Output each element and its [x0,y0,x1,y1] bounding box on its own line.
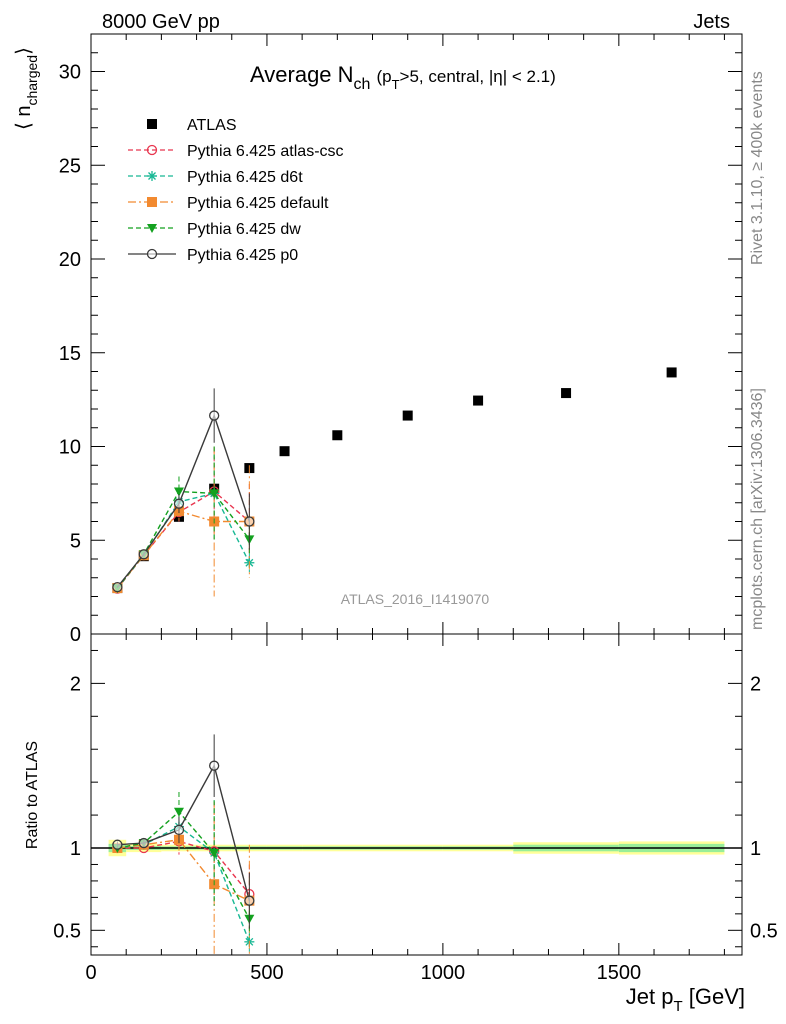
ratio-y-tick-label: 2 [70,673,81,695]
legend-label: Pythia 6.425 d6t [187,169,303,186]
ratio-panel: 0 500 1000 1500 0.5 0.5 1 1 2 2 [53,34,778,984]
legend-entry: Pythia 6.425 dw [128,221,301,238]
ratio-y-axis-label: Ratio to ATLAS [24,741,41,849]
y-tick-label: 10 [59,437,81,459]
data-point [332,430,343,441]
analysis-watermark: ATLAS_2016_I1419070 [341,591,490,607]
data-point [244,516,255,527]
x-tick-label: 1500 [597,962,642,984]
legend-marker [146,144,158,156]
data-point [173,487,184,497]
x-tick-label: 500 [250,962,283,984]
ratio-series-pythia-6-425-dw [112,792,255,936]
main-panel: 0 5 10 15 20 25 30 [59,33,743,646]
header-left: 8000 GeV pp [102,11,220,33]
legend-marker [147,224,157,233]
x-tick-label: 0 [85,962,96,984]
ratio-series-line [117,840,250,895]
ratio-series-line [117,839,250,902]
ratio-y-tick-label-right: 2 [750,673,761,695]
legend-entry: Pythia 6.425 atlas-csc [128,143,344,160]
y-tick-label: 5 [70,530,81,552]
legend-entry: ATLAS [147,117,237,134]
plot-title: Average Nch (pT>5, central, |η| < 2.1) [250,62,556,93]
y-tick-label: 25 [59,155,81,177]
data-point [173,498,185,509]
ratio-y-tick-label-right: 0.5 [750,920,778,942]
legend-label: Pythia 6.425 atlas-csc [187,143,344,160]
data-point [473,395,484,406]
legend-entry: Pythia 6.425 p0 [128,247,298,264]
ratio-y-tick-label: 0.5 [53,920,81,942]
y-tick-label: 15 [59,343,81,365]
legend-marker [147,197,157,207]
legend-label: ATLAS [187,117,237,134]
series-pythia-6-425-p0 [112,388,255,593]
y-tick-label: 0 [70,624,81,646]
x-tick-label: 1000 [421,962,466,984]
legend-marker [146,248,158,260]
ratio-data-point [244,895,255,906]
y-axis-label: ⟨ ncharged⟩ [13,47,40,130]
x-axis-label: Jet pT [GeV] [626,984,745,1015]
ratio-series-pythia-6-425-default [112,801,255,955]
legend-label: Pythia 6.425 p0 [187,247,298,264]
data-point [138,549,149,560]
mcplots-label: mcplots.cern.ch [arXiv:1306.3436] [749,388,766,630]
rivet-label: Rivet 3.1.10, ≥ 400k events [749,71,766,265]
ratio-data-point [138,837,149,849]
legend-label: Pythia 6.425 default [187,195,329,212]
ratio-y-tick-label-right: 1 [750,838,761,860]
data-point [209,410,220,421]
ratio-series-pythia-6-425-atlas-csc [112,801,255,924]
ratio-data-point [209,760,220,771]
data-point [209,489,220,499]
ratio-data-point [209,848,220,858]
series-line [116,510,250,589]
header-right: Jets [693,11,730,33]
ratio-data-point [173,824,185,836]
legend: ATLAS Pythia 6.425 atlas-csc Pythia 6.425 … [128,117,344,264]
legend-label: Pythia 6.425 dw [187,221,301,238]
series-atlas [112,367,677,594]
y-tick-label: 20 [59,249,81,271]
data-point [561,388,572,399]
ratio-y-tick-label: 1 [70,838,81,860]
y-tick-label: 30 [59,62,81,84]
data-point [666,367,677,378]
legend-entry: Pythia 6.425 default [128,195,329,212]
legend-entry: Pythia 6.425 d6t [128,169,303,186]
ratio-data-point [112,839,123,850]
data-point [279,446,290,457]
legend-marker [147,171,157,181]
ratio-frame [90,633,743,956]
ratio-data-point [173,807,184,817]
ratio-series-line [117,763,251,901]
data-point [402,410,413,421]
ratio-series-pythia-6-425-p0 [112,734,255,929]
legend-marker [147,119,157,129]
data-point [112,581,123,593]
